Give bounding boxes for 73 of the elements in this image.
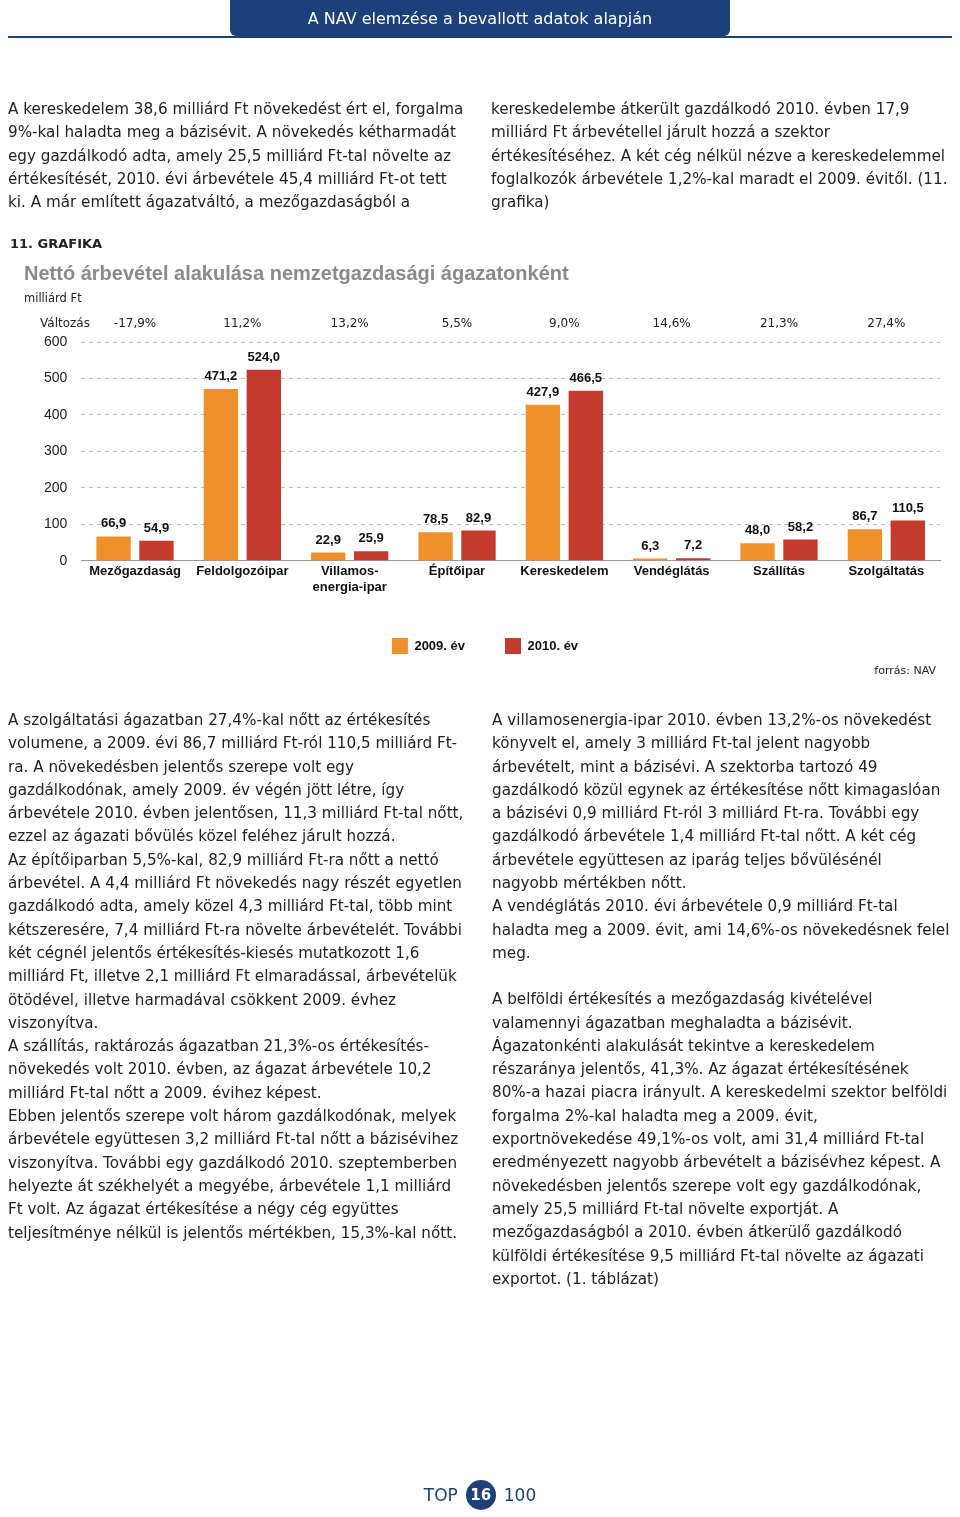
- data-label: 78,5: [422, 511, 449, 527]
- bar: [568, 390, 603, 561]
- y-tick-label: 600: [44, 332, 68, 349]
- bar: [675, 558, 711, 561]
- y-tick-label: 500: [44, 369, 68, 386]
- text: Változás: [40, 316, 90, 331]
- text: -17,9%: [113, 316, 157, 331]
- text: 27,4%: [867, 316, 906, 331]
- text: 21,3%: [759, 316, 799, 331]
- bar: [139, 540, 174, 561]
- text: Ebben jelentős szerepe volt három gazdálkodónak, melyek árbevétele együttesen 3,2 milliárd Ft-tal nőtt a bázisévihez viszonyítva. További egy gazdálkodó 2010. szeptemberben helyezte át székhelyét a megyébe, árbevétele 1,1 milliárd Ft volt. Az ágazat értékesítése a négy cég együttes teljesítménye nélkül is jelentős mértékben, 15,3%-kal nőtt.: [8, 1106, 460, 1244]
- x-tick-label: Szolgáltatás: [848, 563, 925, 579]
- data-label: 25,9: [358, 530, 384, 546]
- text: TOP: [423, 1485, 458, 1505]
- bar: [246, 369, 281, 561]
- data-label: 7,2: [684, 537, 703, 553]
- text: A szolgáltatási ágazatban 27,4%-kal nőtt az értékesítés volumene, a 2009. évi 86,7 milliárd Ft-ról 110,5 milliárd Ft-ra. A növekedésben jelentős szerepe volt egy gazdálkodónak, amely 2009. év végén jött létre, így árbevétele 2010. évben jelentősen, 11,3 milliárd Ft-tal nőtt, ezzel az ágazati bővülés közel feléhez járult hozzá.: [8, 710, 465, 848]
- text: 14,6%: [652, 316, 691, 331]
- x-tick-label: Vendéglátás: [633, 563, 710, 579]
- text: A szállítás, raktározás ágazatban 21,3%-os értékesítés-növekedés volt 2010. évben, az ágazat árbevétele 10,2 milliárd Ft-tal nőtt a 2009. évihez képest.: [8, 1036, 433, 1104]
- text: A belföldi értékesítés a mezőgazdaság kivételével valamennyi ágazatban meghaladta a bázisévit. Ágazatonkénti alakulását tekintve a kereskedelem részaránya jelentős, 41,3%. Az ágazat értékesítésének 80%-a hazai piacra irányult. A kereskedelmi szektor belföldi forgalma 2%-kal haladta meg a 2009. évit, exportnövekedése 49,1%-os volt, ami 31,4 milliárd Ft-tal eredményezett nagyobb árbevételt a bázisévhez képest. A növekedésben jelentős szerepe volt egy gazdálkodónak, amely 25,5 milliárd Ft-tal növelte exportját. A mezőgazdaságból a 2010. évben átkerülő gazdálkodó külföldi értékesítése 9,5 milliárd Ft-tal növelte az ágazati exportot. (1. táblázat): [492, 990, 948, 1288]
- y-tick-label: 300: [44, 442, 68, 459]
- bar: [847, 529, 883, 561]
- y-tick-label: 400: [44, 405, 68, 422]
- data-label: 54,9: [143, 519, 170, 535]
- legend-label: 2009. év: [414, 637, 466, 653]
- text: A vendéglátás 2010. évi árbevétele 0,9 milliárd Ft-tal haladta meg a 2009. évit, ami 14,6%-os növekedésnek felel meg.: [492, 896, 951, 964]
- chart-title: Nettó árbevétel alakulása nemzetgazdasági ágazatonként: [24, 262, 569, 285]
- bar: [203, 388, 239, 561]
- bar: [740, 543, 775, 561]
- data-label: 110,5: [891, 499, 924, 515]
- x-tick-label: Mezőgazdaság: [89, 563, 181, 579]
- bar: [311, 552, 346, 561]
- data-label: 58,2: [787, 518, 814, 534]
- text: 5,5%: [441, 316, 473, 331]
- data-label: 86,7: [852, 508, 878, 524]
- text: 9,0%: [549, 316, 580, 331]
- x-tick-label: Szállítás: [752, 563, 806, 579]
- x-tick-label: Kereskedelem: [520, 563, 609, 579]
- data-label: 466,5: [569, 369, 603, 385]
- bar: [96, 536, 131, 561]
- y-tick-label: 0: [59, 551, 68, 568]
- y-axis-title: milliárd Ft: [24, 291, 82, 305]
- text: A kereskedelem 38,6 milliárd Ft növekedést ért el, forgalma 9%-kal haladta meg a bázisévit. A növekedés kétharmadát egy gazdálkodó adta, amely 25,5 milliárd Ft-tal növelte az értékesítését, 2010. évi árbevétele 45,4 milliárd Ft-ot tett ki. A már említett ágazatváltó, a mezőgazdaságból a kereskedelembe átkerült gazdálkodó 2010. évben 17,9 milliárd Ft árbevétellel járult hozzá a szektor értékesítéséhez. A két cég nélkül nézve a kereskedelemmel foglalkozók árbevétele 1,2%-kal maradt el 2009. évitől. (11. grafika): [8, 100, 948, 212]
- data-label: 427,9: [526, 383, 560, 399]
- legend-label: 2010. év: [527, 637, 579, 653]
- text: 11,2%: [223, 316, 262, 331]
- data-label: 6,3: [641, 537, 660, 553]
- x-tick-label: Villamos-energia-ipar: [312, 563, 387, 594]
- bar: [418, 532, 453, 561]
- bar: [353, 551, 389, 561]
- data-label: 48,0: [744, 522, 771, 538]
- text: forrás: NAV: [874, 664, 936, 677]
- text: 100: [503, 1485, 537, 1505]
- data-label: 82,9: [465, 509, 492, 525]
- data-label: 66,9: [100, 515, 127, 531]
- data-label: 22,9: [315, 531, 341, 547]
- bar: [890, 520, 925, 561]
- text: 11. GRAFIKA: [10, 236, 103, 251]
- y-tick-label: 200: [44, 478, 68, 495]
- data-label: 471,2: [204, 368, 238, 384]
- bar: [783, 539, 818, 561]
- text: A villamosenergia-ipar 2010. évben 13,2%-os növekedést könyvelt el, amely 3 milliárd Ft-tal jelent nagyobb árbevételt, mint a bázisévi. A szektorba tartozó 49 gazdálkodó közül egynek az értékesítése nőtt kimagaslóan a bázisévi 0,9 milliárd Ft-ról 3 milliárd Ft-ra. További egy gazdálkodó árbevétele 1,4 milliárd Ft-tal nőtt. A két cég árbevétele együttesen az iparág teljes bővülésénél nagyobb mértékben nőtt.: [492, 710, 942, 895]
- text: 16: [465, 1480, 496, 1510]
- bar: [461, 530, 496, 561]
- x-tick-label: Feldolgozóipar: [196, 563, 289, 579]
- text: Az építőiparban 5,5%-kal, 82,9 milliárd Ft-ra nőtt a nettó árbevétel. A 4,4 milliárd Ft növekedés nagy részét egyetlen gazdálkodó adta, amely közel 4,3 milliárd Ft-tal, több mint kétszeresére, 7,4 milliárd Ft-ra növelte árbevételét. További két cégnél jelentős értékesítés-kiesés mutatkozott 1,6 milliárd Ft, illetve 2,1 milliárd Ft elmaradással, árbevételük ötödével, illetve harmadával csökkent 2009. évhez viszonyítva.: [8, 849, 463, 1034]
- bar: [525, 404, 561, 561]
- x-tick-label: Építőipar: [428, 563, 486, 579]
- text: A NAV elemzése a bevallott adatok alapján: [230, 0, 730, 36]
- data-label: 524,0: [247, 348, 281, 364]
- y-tick-label: 100: [44, 515, 68, 532]
- text: 13,2%: [330, 316, 369, 331]
